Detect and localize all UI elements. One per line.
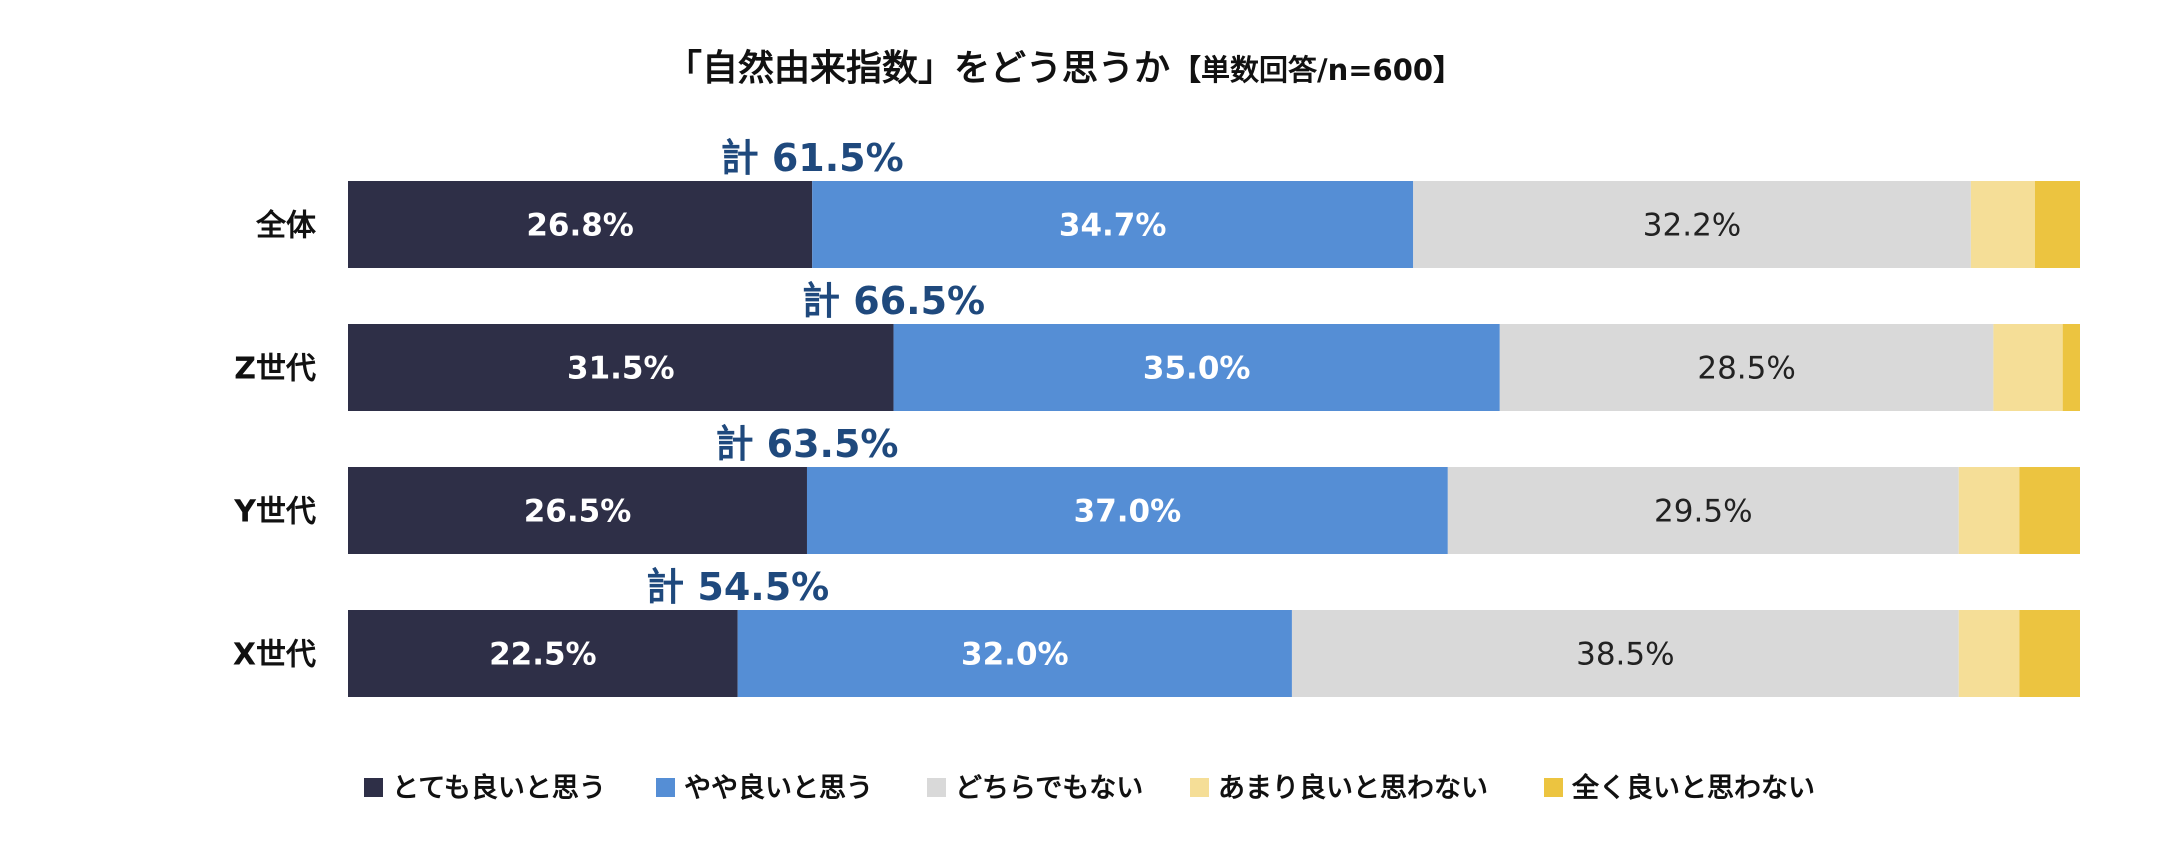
bar-segment bbox=[1291, 610, 1959, 697]
total-label: 計 61.5% bbox=[721, 136, 904, 180]
total-label: 計 54.5% bbox=[646, 565, 829, 609]
data-label: 26.5% bbox=[524, 494, 632, 530]
legend-swatch bbox=[1544, 778, 1563, 797]
legend: とても良いと思う やや良いと思う どちらでもない あまり良いと思わない 全く良いと思わな… bbox=[364, 772, 1815, 804]
legend-swatch bbox=[656, 778, 675, 797]
bar-segment bbox=[2019, 610, 2080, 697]
bar-segment bbox=[1958, 467, 2020, 554]
legend-swatch bbox=[364, 778, 383, 797]
category-label: X世代 bbox=[233, 638, 316, 673]
chart-subtitle: 【単数回答/n=600】 bbox=[1172, 53, 1462, 87]
bar-segment bbox=[1993, 324, 2063, 411]
data-label: 32.2% bbox=[1643, 208, 1741, 244]
data-label: 38.5% bbox=[1576, 637, 1674, 673]
total-label: 計 63.5% bbox=[715, 422, 898, 466]
data-label: 32.0% bbox=[961, 637, 1069, 673]
legend-label: やや良いと思う bbox=[684, 772, 873, 804]
bar-segment bbox=[2062, 324, 2080, 411]
bar-segment bbox=[2034, 181, 2080, 268]
legend-swatch bbox=[1190, 778, 1209, 797]
legend-swatch bbox=[927, 778, 946, 797]
bars-group: 全体 26.8% 34.7% 32.2% 計 61.5% Z世代 31.5% 35.0% 28.… bbox=[233, 136, 2080, 697]
data-label: 22.5% bbox=[489, 637, 597, 673]
bar-segment bbox=[1958, 610, 2020, 697]
data-label: 37.0% bbox=[1074, 494, 1182, 530]
bar-segment bbox=[348, 324, 894, 411]
bar-segment bbox=[893, 324, 1500, 411]
legend-label: 全く良いと思わない bbox=[1571, 772, 1815, 804]
data-label: 28.5% bbox=[1697, 351, 1795, 387]
bar-segment bbox=[348, 467, 807, 554]
legend-label: どちらでもない bbox=[955, 773, 1143, 804]
data-label: 26.8% bbox=[526, 208, 634, 244]
bar-segment bbox=[2019, 467, 2080, 554]
data-label: 31.5% bbox=[567, 351, 675, 387]
bar-segment bbox=[348, 181, 813, 268]
bar-segment bbox=[1970, 181, 2035, 268]
bar-segment bbox=[1413, 181, 1971, 268]
chart-title: 「自然由来指数」をどう思うか bbox=[666, 47, 1170, 89]
bar-segment bbox=[1447, 467, 1959, 554]
legend-label: あまり良いと思わない bbox=[1218, 772, 1488, 804]
total-label: 計 66.5% bbox=[802, 279, 985, 323]
data-label: 34.7% bbox=[1059, 208, 1167, 244]
data-label: 29.5% bbox=[1654, 494, 1752, 530]
category-label: 全体 bbox=[255, 209, 317, 244]
category-label: Z世代 bbox=[234, 352, 316, 387]
bar-segment bbox=[348, 610, 738, 697]
bar-segment bbox=[1499, 324, 1994, 411]
legend-label: とても良いと思う bbox=[392, 772, 606, 804]
bar-segment bbox=[806, 467, 1448, 554]
data-label: 35.0% bbox=[1143, 351, 1251, 387]
bar-segment bbox=[812, 181, 1414, 268]
category-label: Y世代 bbox=[233, 495, 316, 530]
bar-segment bbox=[737, 610, 1292, 697]
